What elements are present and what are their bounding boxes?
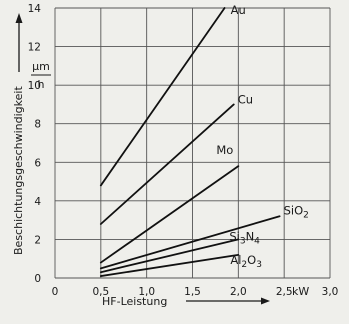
series-line-au <box>99 7 226 187</box>
series-label-al2o3: Al2O3 <box>230 253 262 270</box>
y-axis-label: Beschichtungsgeschwindigkeit <box>12 86 25 255</box>
x-tick-label: 1,5 <box>184 286 201 298</box>
x-tick-label: 2,0 <box>230 286 247 298</box>
series-line-cu <box>99 103 235 225</box>
chart-grid <box>54 7 331 279</box>
y-axis-arrowhead <box>15 13 23 23</box>
series-line-al2o3 <box>99 253 240 277</box>
x-tick-label: 3,0 <box>322 286 339 298</box>
series-label-mo: Mo <box>216 143 233 157</box>
y-tick-label: 6 <box>34 157 41 169</box>
x-tick-label: 0,5 <box>92 286 109 298</box>
x-axis-label: HF-Leistung <box>102 295 167 308</box>
series-label-au: Au <box>231 3 246 17</box>
series-label-si3n4: Si3N4 <box>229 229 260 246</box>
series-label-sio2: SiO2 <box>284 203 309 220</box>
series-line-mo <box>99 165 240 264</box>
y-axis-unit-denominator: h <box>38 78 45 91</box>
x-axis-unit: kW <box>292 285 309 298</box>
series-label-cu: Cu <box>238 92 253 106</box>
y-tick-label: 2 <box>34 234 41 246</box>
y-axis-unit-numerator: μm <box>32 60 50 73</box>
y-tick-label: 8 <box>34 119 41 131</box>
chart-axis-labels: HF-Leistung kW Beschichtungsgeschwindigk… <box>12 13 309 308</box>
y-tick-label: 4 <box>34 196 41 208</box>
chart-series-labels: Au Cu Mo SiO2 Si3N4 Al2O3 <box>216 3 309 270</box>
y-tick-label: 0 <box>34 273 41 285</box>
x-tick-label: 1,0 <box>138 286 155 298</box>
x-axis-arrowhead <box>261 297 270 305</box>
chart-tick-labels: 0 0,5 1,0 1,5 2,0 2,5 3,0 0 2 4 6 8 10 12 14 <box>28 3 339 298</box>
x-tick-label: 0 <box>52 286 59 298</box>
series-line-si3n4 <box>99 238 240 274</box>
chart-series-lines <box>99 7 281 277</box>
y-tick-label: 12 <box>28 42 41 54</box>
y-tick-label: 10 <box>28 80 41 92</box>
series-line-sio2 <box>99 215 281 270</box>
y-tick-label: 14 <box>28 3 42 15</box>
x-tick-label: 2,5 <box>276 286 293 298</box>
